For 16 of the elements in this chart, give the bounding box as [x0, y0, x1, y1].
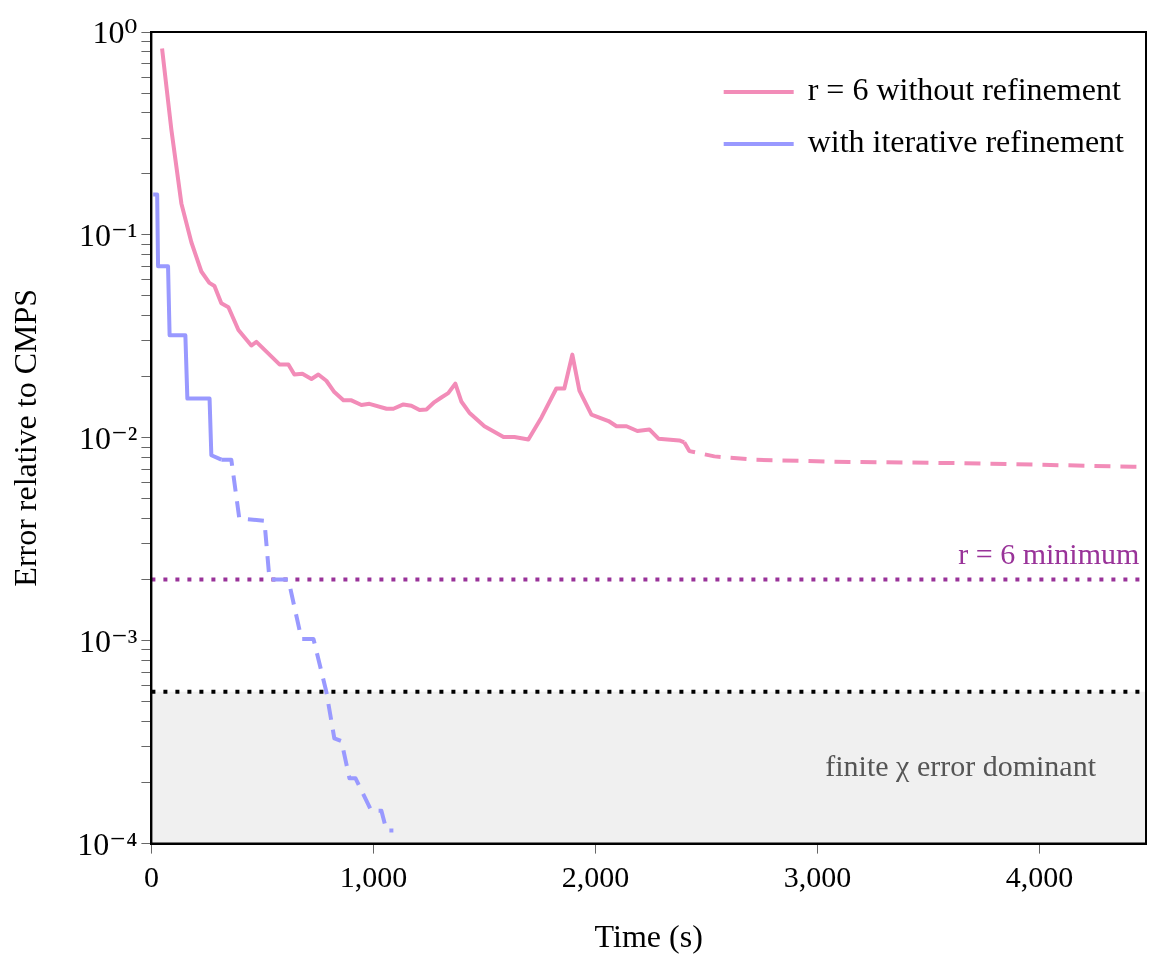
y-tick-label: 10⁰	[92, 14, 138, 50]
annotation: r = 6 minimum	[958, 537, 1140, 571]
x-tick-label: 3,000	[783, 860, 852, 894]
x-axis-title: Time (s)	[594, 918, 703, 955]
x-tick-label: 1,000	[339, 860, 408, 894]
y-tick-label: 10⁻³	[78, 622, 138, 659]
x-tick-label: 2,000	[561, 860, 630, 894]
x-tick-label: 0	[143, 860, 159, 894]
legend-label: with iterative refinement	[807, 123, 1125, 160]
y-tick-label: 10⁻⁴	[77, 825, 138, 862]
y-axis-title: Error relative to CMPS	[6, 288, 43, 587]
legend-label: r = 6 without refinement	[807, 71, 1121, 108]
band-label: finite χ error dominant	[825, 748, 1097, 782]
y-tick-label: 10⁻²	[78, 419, 138, 456]
x-tick-label: 4,000	[1005, 860, 1074, 894]
y-tick-label: 10⁻¹	[78, 216, 138, 253]
